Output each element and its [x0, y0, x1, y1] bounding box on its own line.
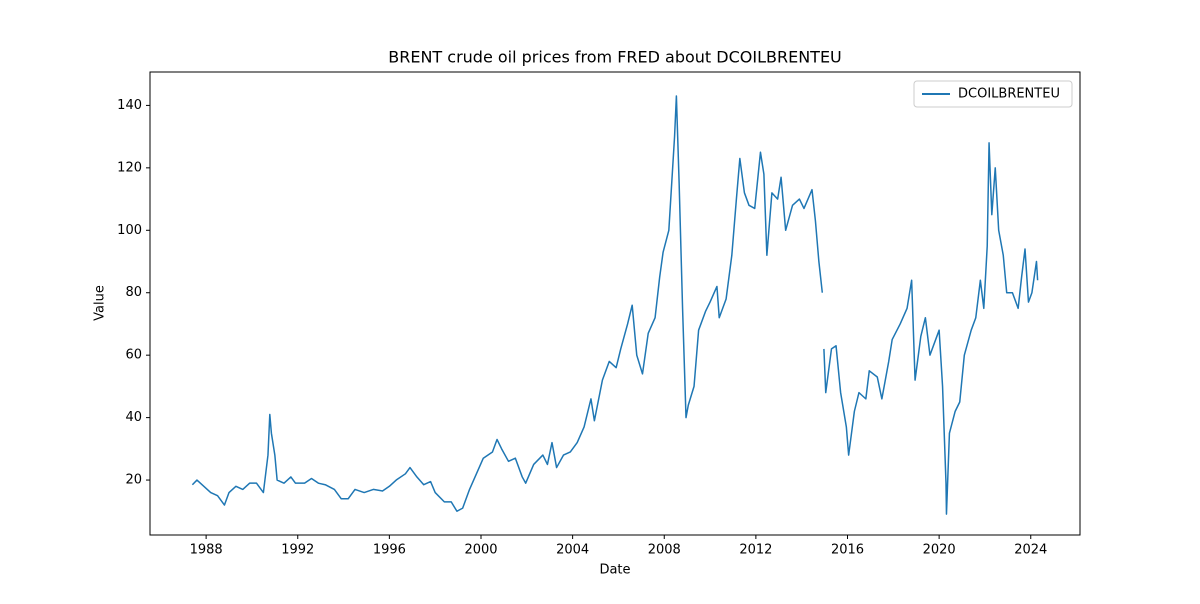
x-tick-label: 1996 [373, 543, 406, 558]
x-tick-label: 2004 [556, 543, 589, 558]
y-tick-label: 40 [125, 410, 142, 425]
legend-box [913, 80, 1073, 108]
y-tick-label: 140 [117, 98, 142, 113]
legend-label: DCOILBRENTEU [958, 87, 1060, 102]
x-tick-label: 2012 [739, 543, 772, 558]
x-tick-label: 1992 [281, 543, 314, 558]
y-tick-label: 20 [125, 473, 142, 488]
y-tick-label: 120 [117, 160, 142, 175]
x-tick-label: 2000 [464, 543, 497, 558]
data-line [191, 95, 1039, 515]
x-tick-label: 2024 [1014, 543, 1047, 558]
x-tick-label: 2020 [923, 543, 956, 558]
y-tick-label: 100 [117, 223, 142, 238]
y-axis-label: Value [93, 285, 108, 321]
plot-frame [149, 71, 1081, 536]
chart-title: BRENT crude oil prices from FRED about D… [388, 48, 842, 67]
y-tick-label: 80 [125, 285, 142, 300]
x-axis-label: Date [599, 563, 630, 578]
x-tick-label: 1988 [190, 543, 223, 558]
x-tick-label: 2008 [648, 543, 681, 558]
x-tick-label: 2016 [831, 543, 864, 558]
y-tick-label: 60 [125, 348, 142, 363]
